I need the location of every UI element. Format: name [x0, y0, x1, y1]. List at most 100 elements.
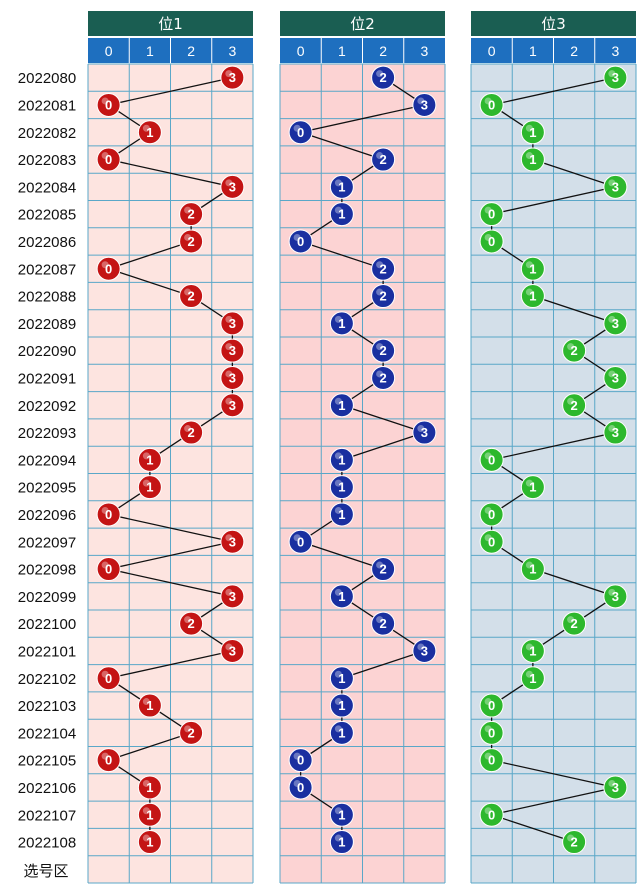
ball-digit: 1	[338, 589, 345, 604]
ball-circle	[371, 147, 396, 172]
digit-header-2: 2	[570, 43, 578, 59]
ball-highlight	[334, 588, 342, 596]
ball-circle	[520, 475, 545, 500]
period-label: 2022087	[18, 261, 76, 278]
ball-highlight	[184, 616, 192, 624]
period-label: 2022100	[18, 616, 76, 633]
draw-ball: 3	[220, 65, 245, 90]
draw-ball: 1	[137, 447, 162, 472]
panel-title-bar	[471, 11, 636, 36]
draw-ball: 0	[288, 120, 313, 145]
draw-ball: 2	[179, 720, 204, 745]
ball-circle	[603, 65, 628, 90]
ball-highlight	[376, 561, 384, 569]
draw-ball: 3	[412, 638, 437, 663]
ball-digit: 1	[529, 671, 536, 686]
ball-circle	[329, 802, 354, 827]
ball-digit: 0	[488, 507, 495, 522]
ball-highlight	[293, 752, 301, 760]
draw-ball: 2	[371, 611, 396, 636]
ball-circle	[220, 529, 245, 554]
period-label: 2022094	[18, 452, 76, 469]
ball-digit: 2	[380, 152, 387, 167]
ball-highlight	[376, 616, 384, 624]
period-label: 2022102	[18, 671, 76, 688]
draw-ball: 3	[603, 311, 628, 336]
ball-circle	[288, 748, 313, 773]
ball-highlight	[101, 152, 109, 160]
ball-circle	[179, 611, 204, 636]
draw-ball: 3	[603, 420, 628, 445]
ball-digit: 3	[612, 179, 619, 194]
ball-digit: 0	[105, 753, 112, 768]
ball-circle	[329, 202, 354, 227]
draw-ball: 2	[371, 557, 396, 582]
ball-highlight	[334, 452, 342, 460]
draw-ball: 0	[479, 502, 504, 527]
draw-ball: 2	[562, 830, 587, 855]
ball-circle	[479, 202, 504, 227]
ball-highlight	[184, 288, 192, 296]
period-label: 2022090	[18, 343, 76, 360]
ball-digit: 0	[488, 807, 495, 822]
ball-highlight	[376, 261, 384, 269]
ball-digit: 1	[146, 698, 153, 713]
panel-title-bar	[88, 11, 253, 36]
ball-digit: 1	[146, 835, 153, 850]
ball-digit: 0	[488, 698, 495, 713]
digit-header-3: 3	[420, 43, 428, 59]
period-label: 2022096	[18, 507, 76, 524]
ball-circle	[220, 174, 245, 199]
ball-circle	[603, 420, 628, 445]
draw-ball: 3	[603, 775, 628, 800]
ball-circle	[137, 693, 162, 718]
ball-highlight	[334, 725, 342, 733]
ball-highlight	[567, 834, 575, 842]
digit-header-0: 0	[105, 43, 113, 59]
ball-digit: 3	[612, 70, 619, 85]
ball-circle	[220, 365, 245, 390]
ball-digit: 2	[571, 835, 578, 850]
ball-digit: 1	[338, 698, 345, 713]
ball-highlight	[184, 206, 192, 214]
ball-circle	[179, 202, 204, 227]
draw-ball: 1	[329, 202, 354, 227]
ball-circle	[603, 174, 628, 199]
ball-highlight	[334, 670, 342, 678]
ball-highlight	[334, 206, 342, 214]
ball-circle	[371, 611, 396, 636]
ball-highlight	[484, 807, 492, 815]
ball-circle	[137, 475, 162, 500]
draw-ball: 2	[179, 229, 204, 254]
ball-circle	[520, 120, 545, 145]
ball-highlight	[484, 534, 492, 542]
ball-digit: 0	[297, 125, 304, 140]
ball-digit: 1	[338, 316, 345, 331]
ball-circle	[562, 611, 587, 636]
draw-ball: 1	[137, 120, 162, 145]
ball-digit: 2	[380, 70, 387, 85]
ball-highlight	[484, 452, 492, 460]
ball-highlight	[184, 725, 192, 733]
ball-highlight	[225, 179, 233, 187]
ball-circle	[220, 584, 245, 609]
ball-digit: 3	[229, 343, 236, 358]
ball-circle	[179, 420, 204, 445]
draw-ball: 3	[603, 65, 628, 90]
ball-digit: 0	[488, 725, 495, 740]
digit-header-2: 2	[187, 43, 195, 59]
ball-digit: 2	[380, 343, 387, 358]
draw-ball: 1	[329, 666, 354, 691]
ball-digit: 1	[338, 835, 345, 850]
ball-circle	[479, 229, 504, 254]
draw-ball: 1	[520, 638, 545, 663]
ball-digit: 0	[488, 207, 495, 222]
ball-highlight	[417, 643, 425, 651]
ball-highlight	[525, 561, 533, 569]
ball-digit: 2	[380, 370, 387, 385]
ball-highlight	[142, 124, 150, 132]
period-label: 2022082	[18, 125, 76, 142]
draw-ball: 1	[520, 120, 545, 145]
ball-digit: 1	[338, 480, 345, 495]
ball-digit: 0	[105, 152, 112, 167]
